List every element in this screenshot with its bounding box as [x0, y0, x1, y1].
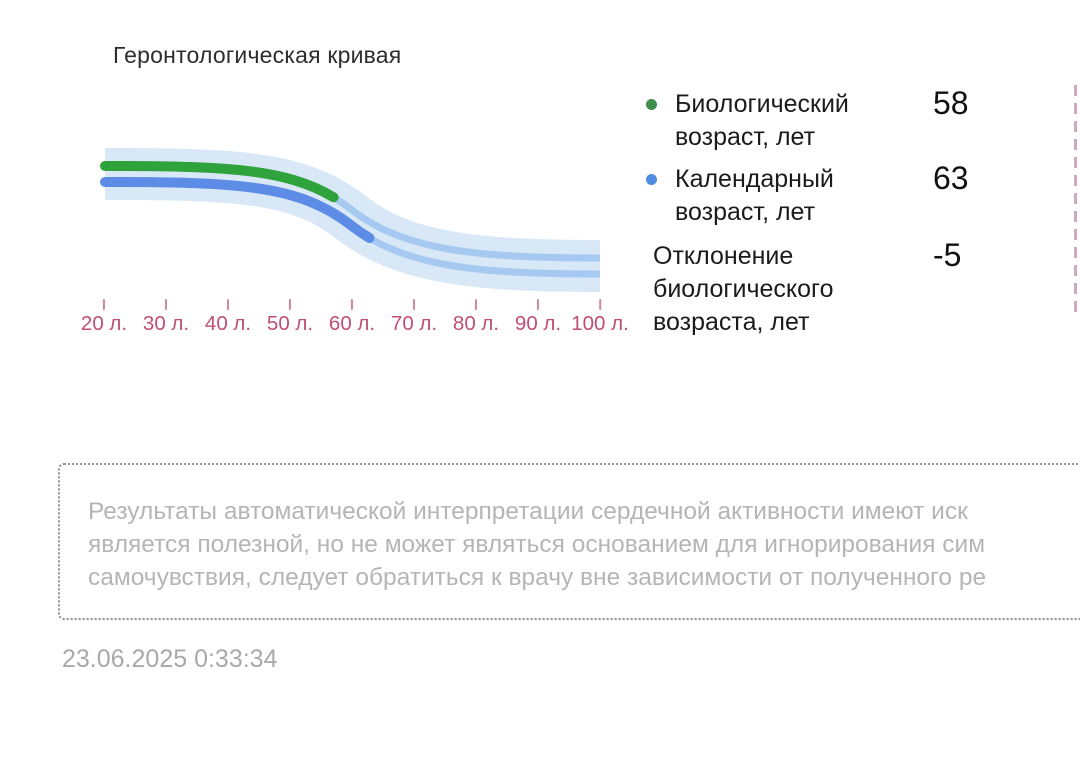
tick-mark: [537, 299, 539, 310]
legend-label-line: Биологический: [675, 90, 849, 118]
legend-label-line: Отклонение: [653, 242, 794, 270]
disclaimer-text: Результаты автоматической интерпретации …: [88, 495, 986, 594]
x-axis-tick: 100 л.: [571, 299, 629, 336]
x-axis: 20 л. 30 л. 40 л. 50 л. 60 л. 70 л. 80 л. 90 л.…: [0, 299, 660, 344]
page-title: Геронтологическая кривая: [113, 42, 402, 68]
tick-label: 30 л.: [142, 312, 190, 335]
legend-row-biological-age: Биологический возраст, лет 58: [630, 85, 969, 154]
legend-row-age-deviation: Отклонение биологического возраста, лет …: [630, 237, 961, 339]
tick-mark: [413, 299, 415, 310]
page-break-dashed-line: [1074, 85, 1077, 312]
tick-label: 50 л.: [266, 312, 314, 335]
disclaimer-line: самочувствия, следует обратиться к врачу…: [88, 564, 987, 591]
biological-age-dot-icon: [646, 99, 657, 110]
calendar-age-value: 63: [933, 160, 969, 196]
tick-label: 80 л.: [452, 312, 500, 335]
tick-mark: [351, 299, 353, 310]
legend-label-line: биологического: [653, 275, 834, 303]
tick-mark: [599, 299, 601, 310]
tick-mark: [475, 299, 477, 310]
report-timestamp: 23.06.2025 0:33:34: [62, 645, 278, 673]
chart-legend: Биологический возраст, лет 58 Календарны…: [630, 80, 1080, 410]
disclaimer-line: является полезной, но не может являться …: [88, 531, 986, 558]
tick-label: 60 л.: [328, 312, 376, 335]
x-axis-tick: 70 л.: [391, 299, 437, 336]
x-axis-tick: 90 л.: [515, 299, 561, 336]
x-axis-tick: 30 л.: [143, 299, 189, 336]
gerontological-curve-chart: [100, 148, 605, 292]
tick-mark: [289, 299, 291, 310]
calendar-age-dot-icon: [646, 174, 657, 185]
age-corridor-band: [104, 148, 601, 292]
tick-mark: [103, 299, 105, 310]
x-axis-tick: 60 л.: [329, 299, 375, 336]
x-axis-tick: 50 л.: [267, 299, 313, 336]
legend-label-line: возраста, лет: [653, 308, 810, 336]
tick-mark: [165, 299, 167, 310]
legend-row-calendar-age: Календарный возраст, лет 63: [630, 160, 969, 229]
x-axis-tick: 20 л.: [81, 299, 127, 336]
tick-label: 100 л.: [571, 312, 629, 335]
calendar-age-line: [100, 177, 605, 279]
legend-label-line: возраст, лет: [675, 123, 816, 151]
disclaimer-line: Результаты автоматической интерпретации …: [88, 498, 968, 525]
tick-label: 90 л.: [514, 312, 562, 335]
biological-age-line: [100, 161, 605, 263]
tick-label: 70 л.: [390, 312, 438, 335]
tick-mark: [227, 299, 229, 310]
tick-label: 20 л.: [80, 312, 128, 335]
tick-label: 40 л.: [204, 312, 252, 335]
age-deviation-value: -5: [933, 237, 962, 273]
legend-label-line: возраст, лет: [675, 198, 816, 226]
disclaimer-box: Результаты автоматической интерпретации …: [58, 463, 1080, 620]
biological-age-value: 58: [933, 85, 969, 121]
legend-label-line: Календарный: [675, 165, 834, 193]
x-axis-tick: 40 л.: [205, 299, 251, 336]
x-axis-tick: 80 л.: [453, 299, 499, 336]
